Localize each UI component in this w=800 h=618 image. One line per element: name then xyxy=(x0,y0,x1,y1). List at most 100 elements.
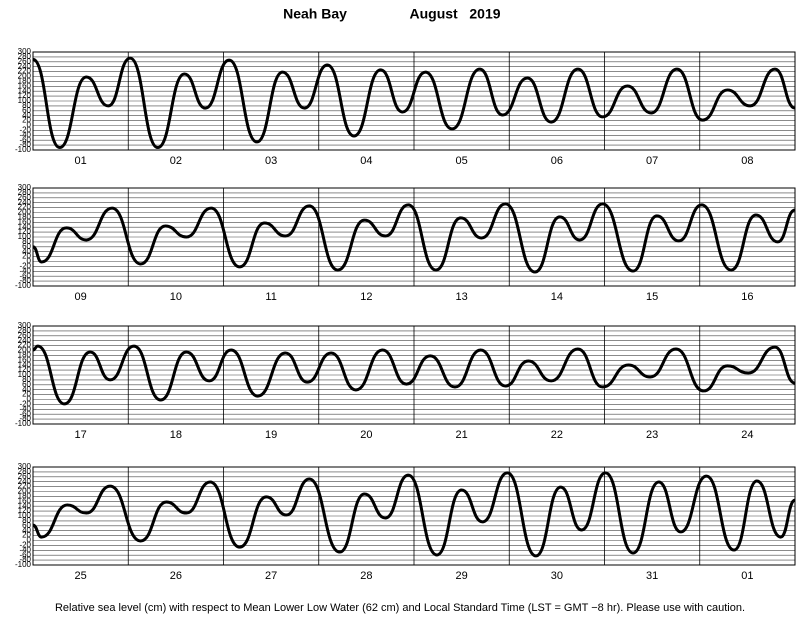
tide-line xyxy=(32,202,796,274)
tide-line xyxy=(32,56,796,150)
x-tick-label: 31 xyxy=(646,570,658,582)
x-tick-label: 04 xyxy=(360,155,372,167)
y-tick-label: -80 xyxy=(19,276,31,285)
y-tick-label: 40 xyxy=(22,247,31,256)
plot-frame xyxy=(32,325,796,425)
y-tick-label: 240 xyxy=(18,477,32,486)
y-tick-label: 300 xyxy=(18,183,32,192)
x-tick-label: 29 xyxy=(456,570,468,582)
y-tick-label: -20 xyxy=(19,262,31,271)
y-tick-label: 160 xyxy=(18,217,32,226)
y-tick-label: 100 xyxy=(18,96,32,105)
y-tick-label: 260 xyxy=(18,193,32,202)
y-tick-label: 160 xyxy=(18,496,32,505)
y-tick-label: 160 xyxy=(18,355,32,364)
x-tick-label: 07 xyxy=(646,155,658,167)
y-tick-label: -60 xyxy=(19,135,31,144)
y-tick-label: 60 xyxy=(22,380,31,389)
y-tick-label: 260 xyxy=(18,57,32,66)
x-tick-label: 21 xyxy=(456,429,468,441)
y-tick-label: -100 xyxy=(15,560,32,569)
y-tick-label: 260 xyxy=(18,472,32,481)
y-tick-label: 240 xyxy=(18,62,32,71)
x-tick-label: 01 xyxy=(75,155,87,167)
y-tick-label: 280 xyxy=(18,52,32,61)
x-tick-label: 30 xyxy=(551,570,563,582)
x-tick-label: 03 xyxy=(265,155,277,167)
y-tick-label: -60 xyxy=(19,409,31,418)
y-tick-label: 60 xyxy=(22,106,31,115)
y-tick-label: 220 xyxy=(18,341,32,350)
x-tick-label: 22 xyxy=(551,429,563,441)
y-tick-label: 280 xyxy=(18,467,32,476)
y-tick-label: 0 xyxy=(27,395,32,404)
x-tick-label: 27 xyxy=(265,570,277,582)
y-tick-label: 80 xyxy=(22,516,31,525)
x-tick-label: 15 xyxy=(646,291,658,303)
x-tick-label: 06 xyxy=(551,155,563,167)
y-tick-label: 200 xyxy=(18,72,32,81)
y-tick-label: 240 xyxy=(18,336,32,345)
y-tick-label: 80 xyxy=(22,101,31,110)
y-tick-label: 40 xyxy=(22,111,31,120)
y-tick-label: 80 xyxy=(22,237,31,246)
y-tick-label: 100 xyxy=(18,232,32,241)
y-tick-label: 20 xyxy=(22,116,31,125)
y-tick-label: 120 xyxy=(18,506,32,515)
x-tick-label: 10 xyxy=(170,291,182,303)
tide-line xyxy=(32,471,796,558)
y-tick-label: 260 xyxy=(18,331,32,340)
y-tick-label: 140 xyxy=(18,501,32,510)
x-tick-label: 13 xyxy=(456,291,468,303)
y-tick-label: 280 xyxy=(18,188,32,197)
y-tick-label: 120 xyxy=(18,365,32,374)
plot-frame xyxy=(32,187,796,287)
x-tick-label: 28 xyxy=(360,570,372,582)
y-tick-label: -20 xyxy=(19,400,31,409)
y-tick-label: -40 xyxy=(19,404,31,413)
y-tick-label: 60 xyxy=(22,521,31,530)
y-tick-label: 120 xyxy=(18,227,32,236)
y-tick-label: 220 xyxy=(18,67,32,76)
x-tick-label: 26 xyxy=(170,570,182,582)
y-tick-label: -60 xyxy=(19,271,31,280)
y-tick-label: 200 xyxy=(18,208,32,217)
y-tick-label: 180 xyxy=(18,492,32,501)
y-tick-label: 300 xyxy=(18,47,32,56)
y-tick-label: 140 xyxy=(18,360,32,369)
y-tick-label: -80 xyxy=(19,414,31,423)
x-tick-label: 05 xyxy=(456,155,468,167)
x-tick-label: 20 xyxy=(360,429,372,441)
x-tick-label: 02 xyxy=(170,155,182,167)
tide-line xyxy=(32,344,796,406)
x-tick-label: 17 xyxy=(75,429,87,441)
x-tick-label: 11 xyxy=(265,291,276,303)
y-tick-label: 60 xyxy=(22,242,31,251)
x-tick-label: 16 xyxy=(741,291,753,303)
x-tick-label: 01 xyxy=(741,570,753,582)
y-tick-label: 180 xyxy=(18,213,32,222)
y-tick-label: 200 xyxy=(18,346,32,355)
x-tick-label: 18 xyxy=(170,429,182,441)
x-tick-label: 12 xyxy=(360,291,372,303)
y-tick-label: -40 xyxy=(19,545,31,554)
y-tick-label: -60 xyxy=(19,550,31,559)
y-tick-label: 180 xyxy=(18,351,32,360)
y-tick-label: 220 xyxy=(18,203,32,212)
x-tick-label: 19 xyxy=(265,429,277,441)
y-tick-label: -100 xyxy=(15,419,32,428)
y-tick-label: 20 xyxy=(22,531,31,540)
title-month: August 2019 xyxy=(409,6,500,22)
y-tick-label: 140 xyxy=(18,222,32,231)
y-tick-label: 40 xyxy=(22,526,31,535)
y-tick-label: 40 xyxy=(22,385,31,394)
y-tick-label: 20 xyxy=(22,390,31,399)
plot-frame xyxy=(32,51,796,151)
y-tick-label: 100 xyxy=(18,370,32,379)
y-tick-label: -40 xyxy=(19,266,31,275)
y-tick-label: 200 xyxy=(18,487,32,496)
plot-frame xyxy=(32,466,796,566)
y-tick-label: -80 xyxy=(19,555,31,564)
